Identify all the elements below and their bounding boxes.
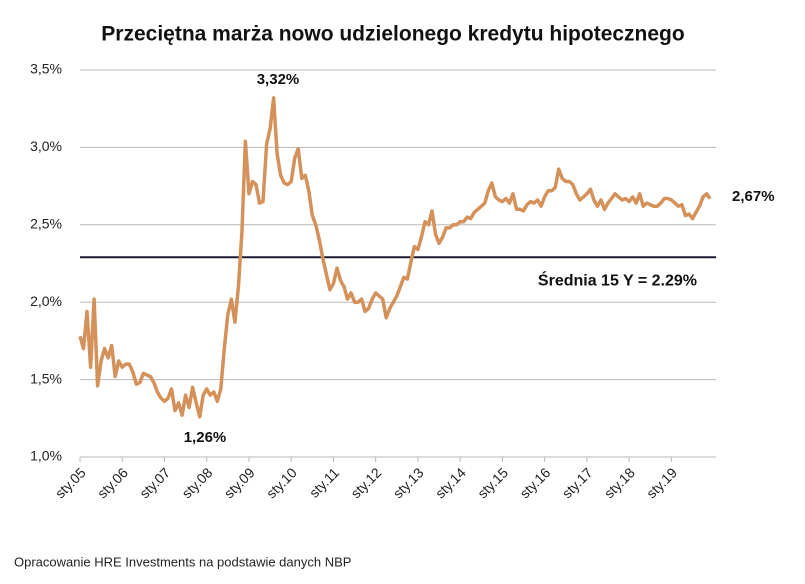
x-tick-label: sty.07 (136, 464, 173, 501)
y-tick-label: 1,0% (30, 448, 62, 464)
x-tick-label: sty.05 (52, 464, 89, 501)
x-tick-label: sty.09 (221, 464, 258, 501)
annotation: 3,32% (257, 71, 300, 88)
x-tick-label: sty.11 (306, 464, 342, 500)
x-tick-label: sty.18 (601, 464, 638, 501)
x-tick-label: sty.19 (643, 464, 680, 501)
x-tick-label: sty.10 (263, 464, 300, 501)
x-tick-label: sty.06 (94, 464, 131, 501)
y-tick-label: 3,0% (30, 138, 62, 154)
mean-label: Średnia 15 Y = 2.29% (538, 271, 697, 290)
annotation: 1,26% (184, 429, 227, 446)
chart-title: Przeciętna marża nowo udzielonego kredyt… (101, 23, 684, 46)
y-tick-label: 1,5% (30, 370, 62, 386)
x-tick-label: sty.14 (432, 464, 469, 501)
x-tick-label: sty.15 (474, 464, 511, 501)
x-tick-label: sty.13 (390, 464, 427, 501)
x-tick-label: sty.12 (347, 464, 384, 501)
x-tick-label: sty.08 (178, 464, 215, 501)
y-tick-label: 3,5% (30, 61, 62, 77)
source-note: Opracowanie HRE Investments na podstawie… (14, 554, 351, 569)
x-tick-label: sty.16 (516, 464, 553, 501)
y-tick-label: 2,5% (30, 216, 62, 232)
y-tick-label: 2,0% (30, 293, 62, 309)
x-tick-label: sty.17 (559, 464, 596, 501)
data-line (78, 96, 712, 419)
annotation: 2,67% (732, 188, 775, 205)
